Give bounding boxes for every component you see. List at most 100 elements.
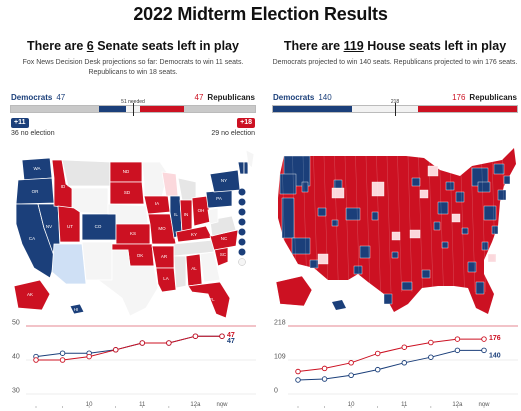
house-district-dem-14[interactable]	[483, 205, 497, 221]
house-district-lean-dem-4[interactable]	[391, 231, 401, 241]
house-district-lean-dem-7[interactable]	[487, 253, 497, 263]
house-chart-x-tick-label: now	[478, 402, 490, 408]
house-district-border	[470, 155, 476, 293]
house-district-lean-dem-6[interactable]	[317, 253, 329, 265]
house-district-dem-24[interactable]	[301, 181, 309, 193]
state-mt	[61, 159, 111, 187]
house-district-dem-8[interactable]	[437, 201, 449, 215]
house-seats-in-play[interactable]: 119	[343, 39, 364, 53]
senate-rep-label-group: 47 Republicans	[195, 93, 255, 102]
house-district-dem-13[interactable]	[497, 189, 507, 201]
house-district-border	[292, 155, 297, 293]
house-map-hawaii	[332, 300, 346, 310]
house-district-border	[344, 155, 350, 293]
house-chart-series-1-point	[321, 365, 328, 372]
house-district-border	[460, 155, 465, 293]
svg-text:PA: PA	[216, 196, 222, 201]
house-district-lean-dem-1[interactable]	[427, 165, 439, 177]
house-district-dem-21[interactable]	[445, 181, 455, 191]
house-district-border	[407, 155, 413, 293]
senate-seats-in-play[interactable]: 6	[86, 39, 94, 53]
senate-needed-label: 51 needed	[121, 99, 145, 105]
house-district-lean-dem-0[interactable]	[371, 181, 385, 197]
state-hi	[69, 303, 85, 315]
house-district-dem-33[interactable]	[371, 211, 379, 221]
house-district-dem-11[interactable]	[477, 181, 491, 193]
state-az	[51, 243, 87, 285]
house-district-dem-2[interactable]	[281, 197, 295, 239]
house-district-lean-dem-5[interactable]	[451, 213, 461, 223]
house-district-dem-29[interactable]	[481, 241, 489, 251]
house-district-dem-20[interactable]	[383, 293, 393, 305]
house-district-dem-19[interactable]	[401, 281, 413, 291]
house-map-alaska	[275, 275, 313, 307]
house-district-dem-18[interactable]	[421, 269, 431, 279]
state-vt	[237, 161, 245, 175]
house-district-dem-15[interactable]	[491, 225, 499, 235]
house-rep-label-group: 176 Republicans	[452, 93, 517, 102]
senate-chart-x-tick-label: now	[216, 402, 228, 408]
svg-text:CO: CO	[95, 224, 102, 229]
house-headline-post: House seats left in play	[363, 39, 507, 53]
house-district-dem-25[interactable]	[353, 265, 363, 275]
house-district-dem-12[interactable]	[493, 163, 505, 175]
senate-panel: There are 6 Senate seats left in play Fo…	[10, 36, 256, 411]
house-dem-label: Democrats	[273, 93, 315, 102]
state-ak	[13, 279, 51, 311]
house-dem-label-group: Democrats 140	[273, 93, 332, 102]
svg-text:ND: ND	[123, 169, 130, 174]
svg-text:CA: CA	[29, 236, 35, 241]
house-district-dem-30[interactable]	[433, 221, 441, 231]
house-district-dem-32[interactable]	[333, 179, 343, 189]
house-district-dem-17[interactable]	[475, 281, 485, 295]
house-bar-dem-won	[273, 106, 352, 112]
northeast-state-markers[interactable]	[238, 188, 246, 266]
state-me	[245, 149, 255, 169]
house-district-border	[397, 155, 402, 293]
senate-tally: Democrats 47 47 Republicans	[10, 93, 256, 105]
house-district-dem-7[interactable]	[331, 219, 339, 227]
senate-dem-total: 47	[56, 93, 66, 102]
house-district-dem-1[interactable]	[279, 173, 297, 195]
house-district-lean-dem-2[interactable]	[331, 187, 345, 199]
house-chart-series-0-point	[321, 376, 328, 382]
house-chart-x-tick-label: 11	[401, 402, 408, 408]
house-district-dem-27[interactable]	[461, 227, 469, 235]
svg-text:SD: SD	[124, 190, 131, 195]
house-district-border	[313, 155, 318, 293]
senate-bar-dem-no-election	[11, 106, 99, 112]
house-district-dem-26[interactable]	[441, 241, 449, 249]
senate-bar-rep-no-election	[184, 106, 255, 112]
house-district-dem-4[interactable]	[309, 259, 319, 269]
house-district-dem-23[interactable]	[317, 207, 327, 217]
svg-text:AR: AR	[161, 254, 168, 259]
house-chart-series-line-0	[297, 349, 484, 381]
house-district-border	[439, 155, 444, 293]
house-district-border	[386, 155, 392, 293]
house-district-dem-9[interactable]	[455, 191, 465, 203]
svg-text:FL: FL	[209, 297, 215, 302]
house-district-dem-31[interactable]	[391, 251, 399, 259]
house-district-dem-16[interactable]	[467, 261, 477, 273]
house-district-lean-dem-3[interactable]	[409, 229, 421, 239]
house-chart-series-1-point	[348, 360, 354, 366]
house-district-dem-28[interactable]	[503, 175, 511, 185]
house-district-dem-3[interactable]	[291, 237, 311, 255]
house-district-border	[355, 155, 360, 293]
house-district-dem-5[interactable]	[345, 207, 361, 221]
house-district-border	[334, 155, 339, 293]
house-district-border	[302, 155, 308, 293]
svg-text:AL: AL	[191, 266, 197, 271]
house-district-dem-22[interactable]	[411, 177, 421, 187]
house-map[interactable]	[272, 142, 518, 322]
house-chart-series-1-point	[428, 339, 434, 346]
senate-map[interactable]: WA OR CA NV ID UT CO ND SD KS OK IA MO AR LA IL IN…	[10, 148, 256, 323]
state-tx	[96, 249, 159, 317]
house-chart-x-tick-label: 12a	[452, 402, 463, 408]
senate-bar-dem-won	[98, 106, 126, 112]
senate-rep-gain-badge: +18	[237, 118, 255, 128]
svg-text:OR: OR	[32, 189, 40, 194]
house-district-lean-dem-8[interactable]	[419, 189, 429, 199]
house-district-border	[281, 155, 287, 293]
house-district-dem-6[interactable]	[359, 245, 371, 259]
